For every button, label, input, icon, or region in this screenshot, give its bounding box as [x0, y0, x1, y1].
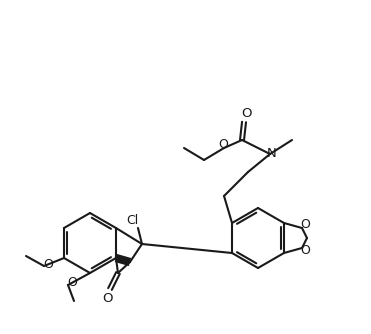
Text: O: O: [43, 258, 53, 271]
Text: Cl: Cl: [126, 214, 138, 227]
Text: O: O: [67, 276, 77, 289]
Text: O: O: [103, 292, 113, 305]
Text: O: O: [300, 244, 310, 258]
Text: O: O: [218, 138, 228, 151]
Text: N: N: [267, 147, 277, 160]
Text: O: O: [300, 218, 310, 231]
Text: O: O: [241, 107, 251, 120]
